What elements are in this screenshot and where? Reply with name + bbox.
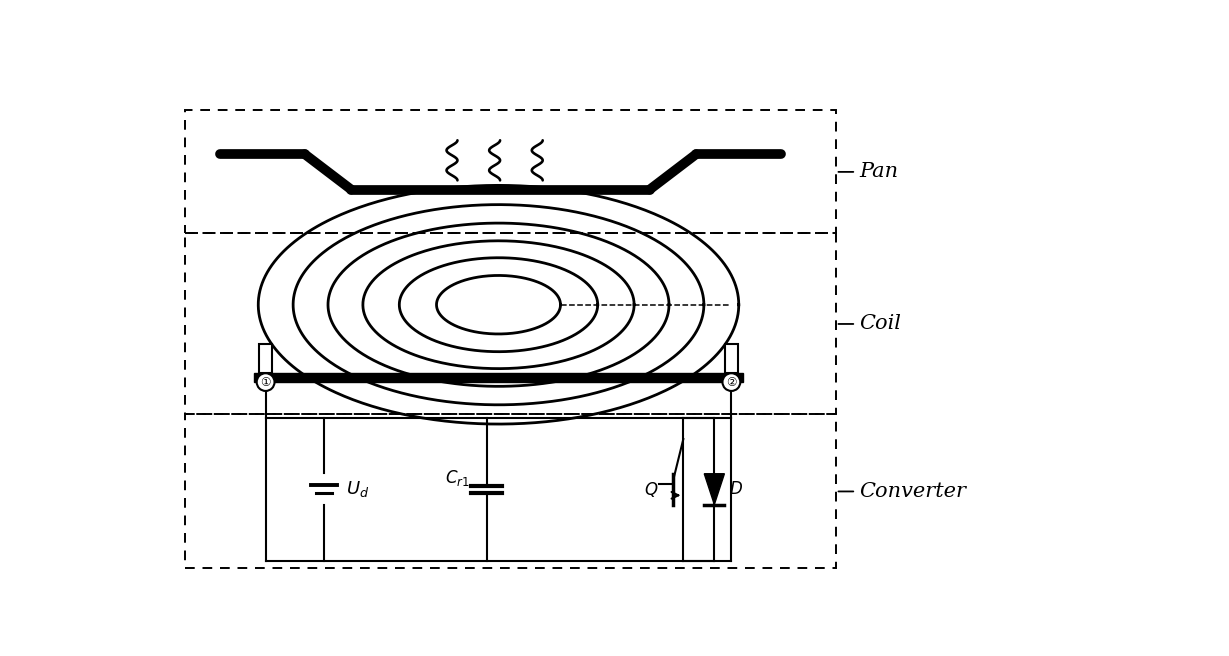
- Text: ①: ①: [261, 376, 270, 388]
- Polygon shape: [704, 474, 724, 504]
- Bar: [254, 373, 742, 382]
- Text: Converter: Converter: [838, 482, 966, 501]
- Text: $D$: $D$: [729, 481, 744, 498]
- Bar: [259, 344, 272, 373]
- Bar: [184, 110, 836, 234]
- Circle shape: [257, 373, 274, 391]
- Circle shape: [723, 373, 740, 391]
- Text: Coil: Coil: [838, 314, 901, 333]
- Bar: [184, 234, 836, 415]
- Text: $C_{r1}$: $C_{r1}$: [445, 468, 469, 487]
- Bar: [725, 344, 737, 373]
- Text: $Q$: $Q$: [644, 480, 659, 499]
- Text: Pan: Pan: [838, 163, 898, 182]
- Text: $U_d$: $U_d$: [347, 479, 370, 499]
- Bar: [184, 415, 836, 569]
- Text: ②: ②: [726, 376, 736, 388]
